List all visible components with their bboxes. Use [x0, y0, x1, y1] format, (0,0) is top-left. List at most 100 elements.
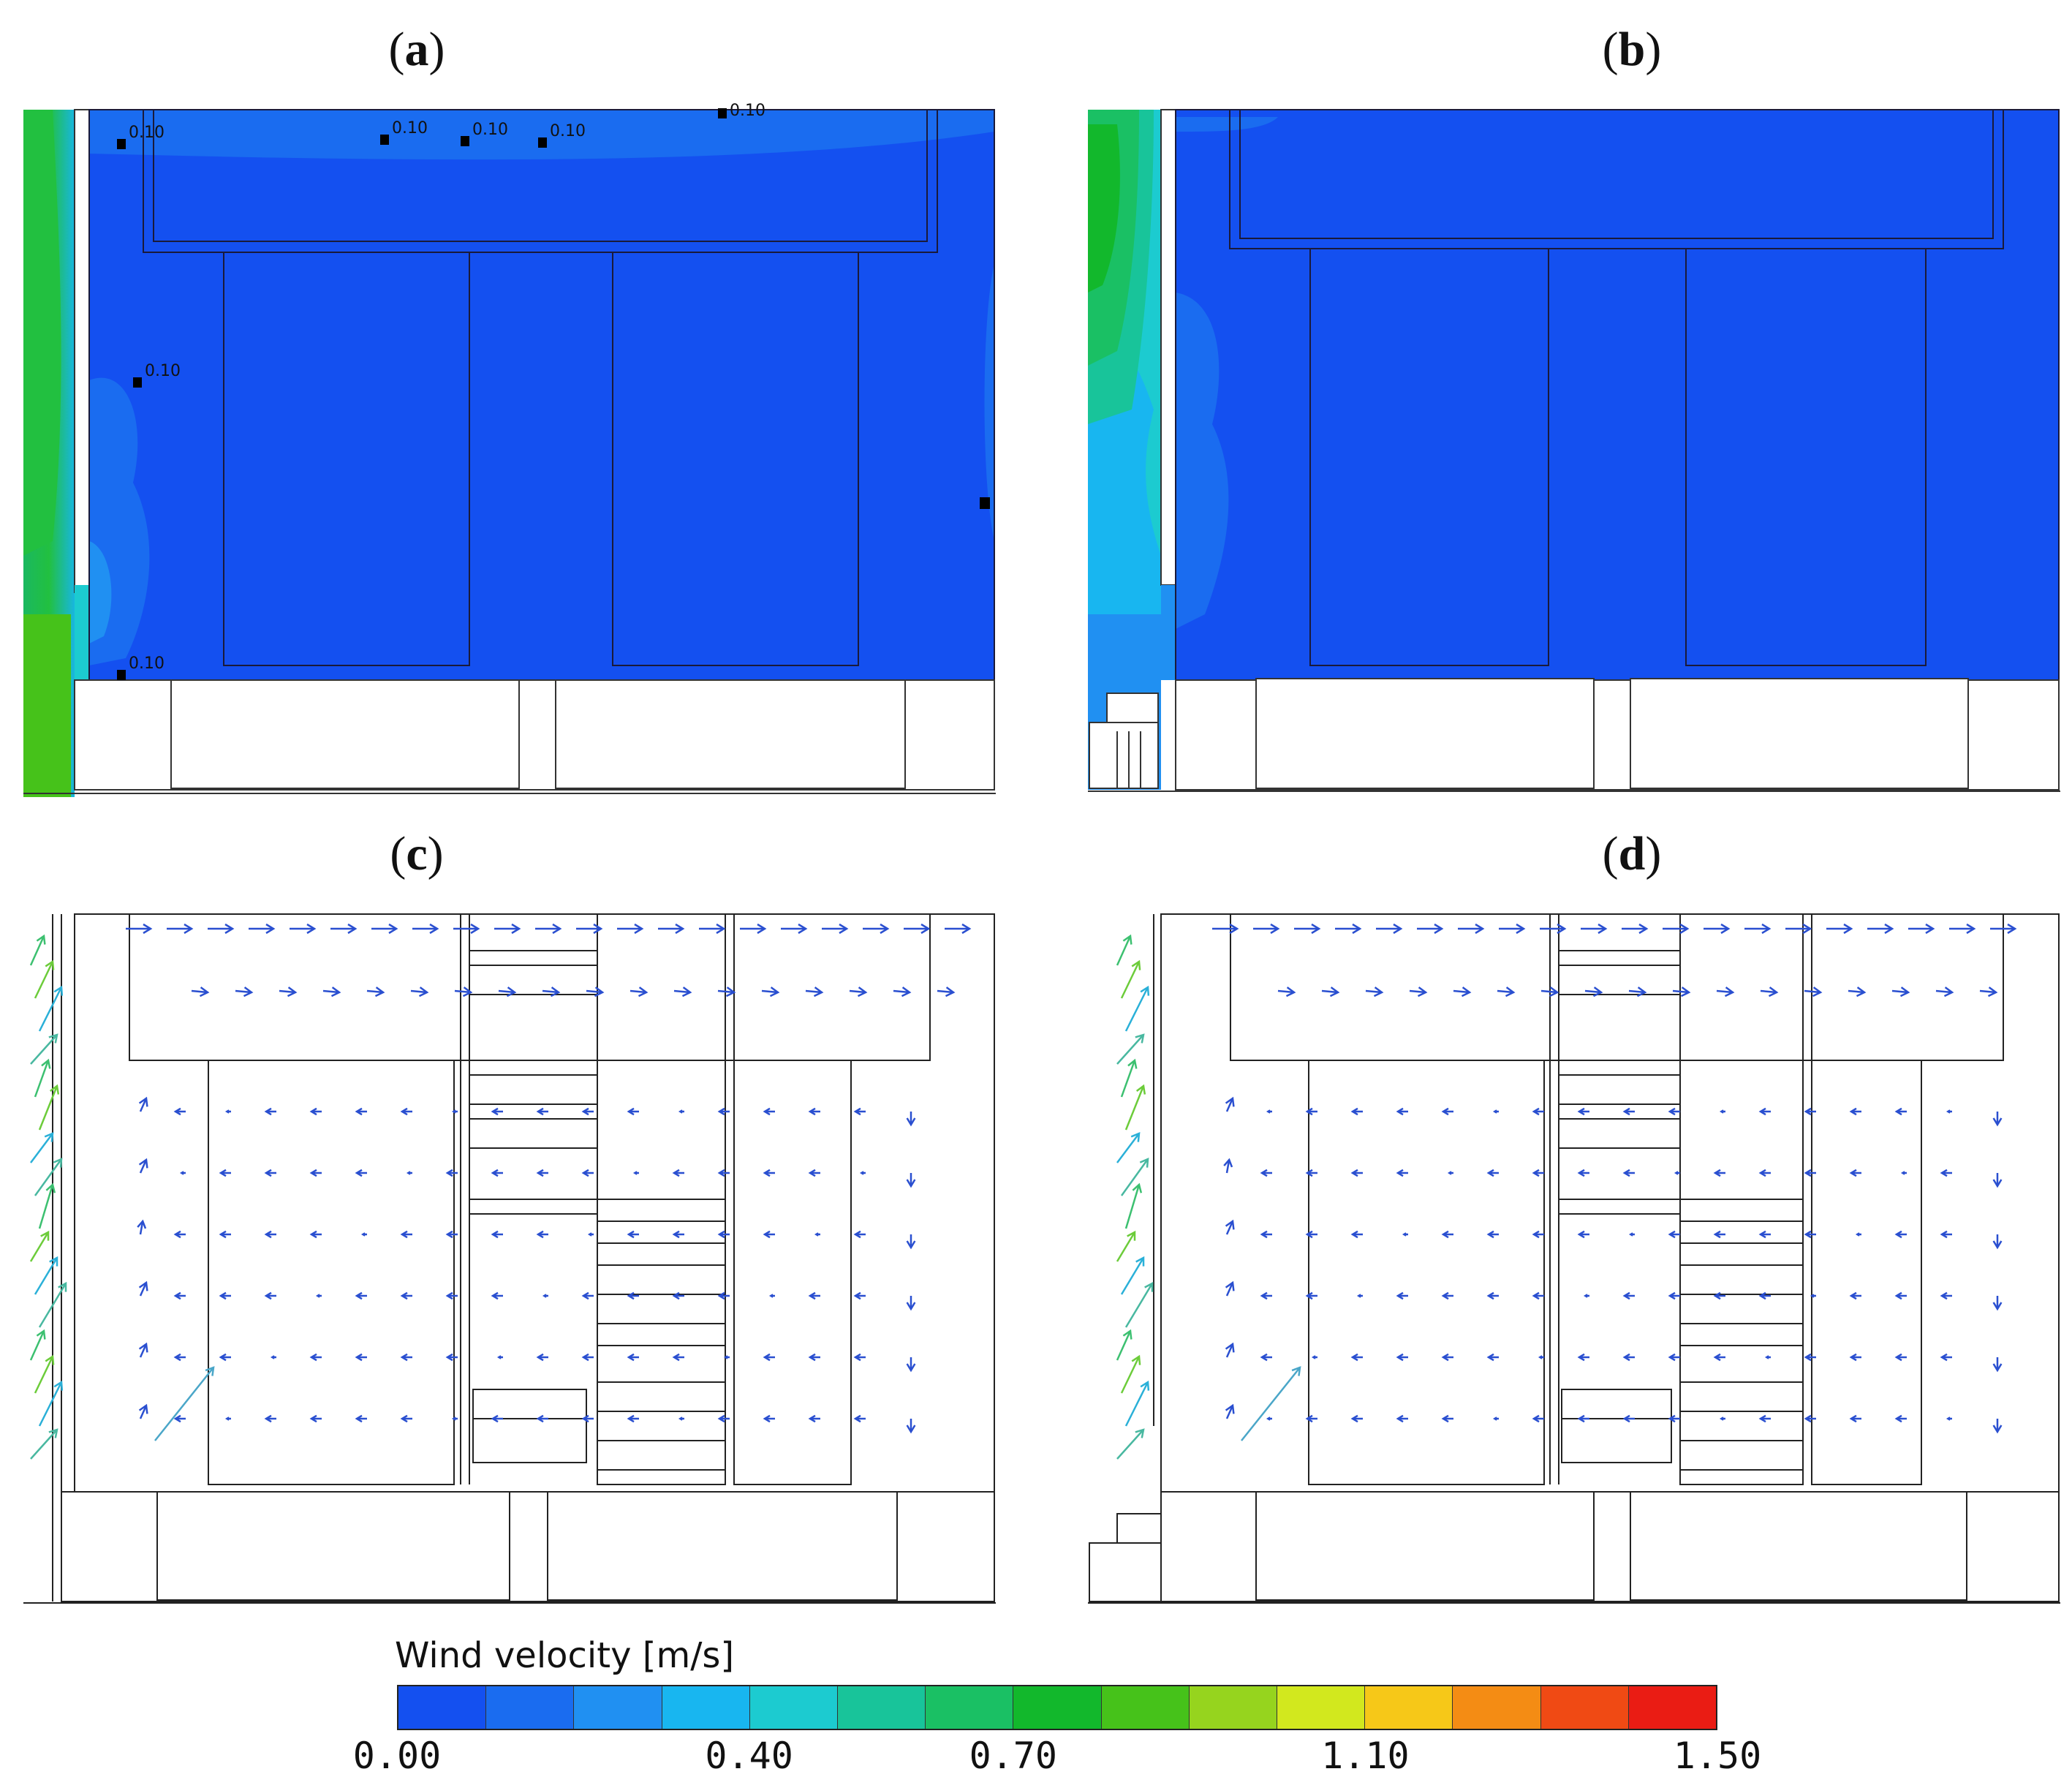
velocity-vector — [1804, 989, 1821, 994]
velocity-vector-head — [1131, 959, 1141, 970]
velocity-vector — [1116, 1133, 1140, 1163]
velocity-vector-head — [1940, 1230, 1948, 1239]
velocity-vector-head — [400, 1353, 408, 1362]
velocity-vector-head — [184, 923, 194, 935]
velocity-vector-head — [1223, 1158, 1233, 1168]
velocity-vector-head — [675, 923, 685, 935]
velocity-vector-head — [1764, 1355, 1769, 1359]
velocity-vector-head — [1992, 1240, 2003, 1250]
velocity-vector — [1497, 989, 1514, 994]
contour-band — [984, 263, 994, 541]
velocity-vector-head — [53, 1158, 63, 1168]
velocity-vector-head — [1441, 1414, 1449, 1423]
room-block — [1308, 1060, 1545, 1485]
velocity-vector — [139, 1405, 148, 1419]
velocity-vector-head — [138, 1403, 148, 1414]
velocity-vector-head — [768, 1294, 774, 1298]
velocity-vector-head — [1856, 986, 1867, 997]
velocity-vector — [893, 989, 910, 994]
velocity-vector-head — [1849, 1107, 1857, 1116]
velocity-vector-head — [906, 1117, 916, 1127]
velocity-vector — [322, 989, 340, 994]
velocity-vector-head — [1441, 1107, 1449, 1116]
velocity-vector-head — [330, 986, 341, 997]
velocity-vector-head — [1260, 1169, 1268, 1177]
velocity-vector-head — [1849, 1353, 1857, 1362]
velocity-vector — [1225, 1098, 1234, 1112]
color-scale-cell — [926, 1686, 1014, 1729]
upper-void — [143, 110, 938, 253]
velocity-vector-head — [627, 1291, 635, 1300]
velocity-vector-head — [763, 1169, 771, 1177]
velocity-vector-head — [634, 923, 644, 935]
velocity-vector-head — [451, 1416, 456, 1421]
velocity-vector-head — [594, 986, 605, 997]
room-block — [223, 252, 470, 666]
velocity-vector-head — [1135, 1256, 1145, 1267]
color-scale-cell — [749, 1686, 839, 1729]
velocity-vector-head — [138, 1280, 148, 1291]
velocity-vector — [30, 1034, 58, 1065]
velocity-vector-head — [1492, 1416, 1497, 1421]
contour-label: 0.10 — [129, 124, 165, 142]
color-scale-cell — [838, 1686, 926, 1729]
velocity-vector-head — [306, 923, 317, 935]
velocity-vector-head — [859, 1171, 864, 1175]
velocity-vector-head — [627, 1414, 635, 1423]
velocity-vector — [1409, 989, 1426, 994]
velocity-vector-head — [1598, 923, 1608, 935]
velocity-vector-head — [1758, 1414, 1766, 1423]
wall — [74, 109, 90, 593]
velocity-vector-head — [1132, 1182, 1143, 1193]
velocity-vector-head — [219, 1291, 227, 1300]
velocity-vector-head — [1270, 923, 1280, 935]
color-scale-cell — [1189, 1686, 1278, 1729]
velocity-vector-head — [1396, 1169, 1404, 1177]
velocity-vector-head — [1713, 1169, 1721, 1177]
velocity-vector-head — [400, 1414, 408, 1423]
velocity-vector-head — [853, 1414, 861, 1423]
panel-label-b: (b) — [1602, 23, 1662, 76]
velocity-vector-head — [355, 1107, 363, 1116]
velocity-vector-head — [315, 1294, 320, 1298]
velocity-vector-head — [1350, 1230, 1358, 1239]
lower-block — [1255, 1491, 1595, 1601]
velocity-vector — [1584, 989, 1602, 994]
upper-void — [129, 914, 931, 1061]
velocity-vector-head — [1719, 1109, 1724, 1114]
velocity-vector — [30, 1133, 53, 1163]
velocity-vector-head — [445, 1291, 453, 1300]
velocity-vector-head — [763, 1353, 771, 1362]
velocity-vector-head — [1122, 934, 1133, 945]
velocity-vector-head — [138, 1342, 148, 1353]
velocity-vector-head — [400, 1107, 408, 1116]
velocity-vector-head — [1940, 1291, 1948, 1300]
velocity-vector-head — [1679, 923, 1690, 935]
velocity-vector-head — [536, 1414, 544, 1423]
velocity-vector — [498, 989, 515, 994]
velocity-vector-head — [445, 1169, 453, 1177]
velocity-vector-head — [1329, 986, 1340, 997]
velocity-vector-head — [1583, 1294, 1588, 1298]
velocity-vector — [1716, 989, 1733, 994]
velocity-vector-head — [536, 1169, 544, 1177]
velocity-vector-head — [445, 1230, 453, 1239]
velocity-vector-head — [906, 1179, 916, 1188]
velocity-vector-head — [1849, 1169, 1857, 1177]
velocity-vector-head — [1668, 1414, 1676, 1423]
velocity-vector-head — [593, 923, 603, 935]
velocity-vector-head — [1894, 1107, 1902, 1116]
velocity-vector-head — [906, 1240, 916, 1250]
velocity-field — [89, 110, 994, 680]
velocity-vector-head — [1804, 1414, 1812, 1423]
probe-marker — [117, 139, 126, 149]
velocity-vector-head — [1894, 1291, 1902, 1300]
velocity-vector-head — [839, 923, 849, 935]
velocity-vector-head — [45, 1182, 56, 1193]
velocity-vector — [1116, 1034, 1144, 1065]
velocity-vector-head — [1532, 1291, 1540, 1300]
velocity-vector — [410, 989, 428, 994]
probe-marker — [117, 670, 126, 680]
velocity-vector-head — [1900, 1171, 1905, 1175]
wall — [75, 585, 89, 680]
